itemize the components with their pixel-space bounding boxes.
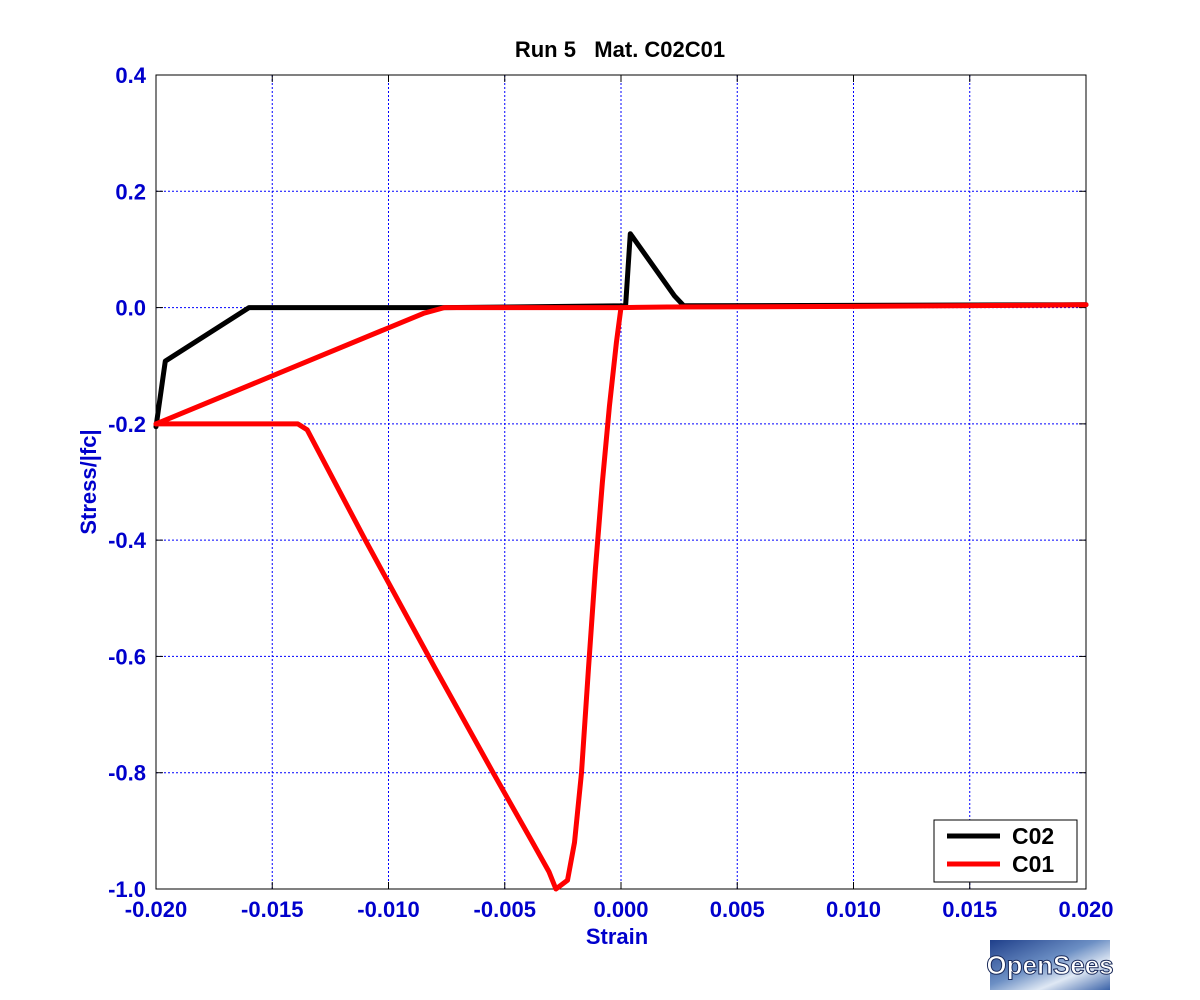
series-layer <box>153 231 1089 892</box>
y-tick-label: -0.4 <box>108 528 147 553</box>
series-line-c01 <box>153 302 1089 892</box>
series-line-c01-unload <box>153 305 624 427</box>
opensees-logo: OpenSees <box>986 940 1114 990</box>
x-tick-label: -0.020 <box>125 897 187 922</box>
y-tick-label: 0.0 <box>115 296 146 321</box>
y-tick-label: -1.0 <box>108 877 146 902</box>
logo-background <box>990 940 1110 990</box>
x-tick-label: 0.010 <box>826 897 881 922</box>
x-tick-label: 0.000 <box>593 897 648 922</box>
y-tick-label: -0.6 <box>108 644 146 669</box>
x-tick-label: -0.015 <box>241 897 303 922</box>
y-tick-label: -0.8 <box>108 761 146 786</box>
legend-label-c01: C01 <box>1012 851 1054 877</box>
y-tick-label: 0.4 <box>115 63 146 88</box>
y-axis-label: Stress/|fc| <box>76 429 101 534</box>
x-axis-label: Strain <box>586 924 648 949</box>
y-tick-label: -0.2 <box>108 412 146 437</box>
x-tick-labels: -0.020 -0.015 -0.010 -0.005 0.000 0.005 0.010 0… <box>125 897 1114 922</box>
y-tick-label: 0.2 <box>115 179 146 204</box>
legend-box <box>933 819 1078 883</box>
chart-title: Run 5 Mat. C02C01 <box>515 37 725 62</box>
x-tick-label: 0.015 <box>942 897 997 922</box>
x-tick-label: 0.020 <box>1058 897 1113 922</box>
x-tick-label: -0.010 <box>357 897 419 922</box>
logo-text: OpenSees <box>986 950 1113 980</box>
legend-label-c02: C02 <box>1012 823 1054 849</box>
y-tick-labels: -1.0 -0.8 -0.6 -0.4 -0.2 0.0 0.2 0.4 <box>108 63 147 902</box>
legend: C02 C01 <box>933 819 1078 883</box>
x-tick-label: -0.005 <box>474 897 536 922</box>
x-tick-label: 0.005 <box>710 897 765 922</box>
ticks <box>155 74 1087 890</box>
